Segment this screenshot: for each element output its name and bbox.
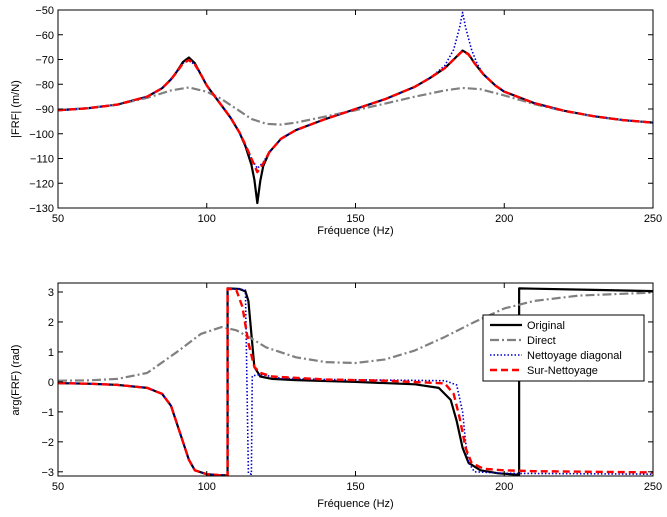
phase-y-tick-label: 2 (48, 317, 54, 329)
magnitude-y-tick-label: −50 (35, 5, 54, 17)
phase-series-direct (58, 291, 653, 382)
phase-x-tick-label: 50 (52, 481, 64, 493)
magnitude-y-tick-label: −120 (29, 178, 54, 190)
phase-plot: 50 100 150 200 250 −3 −2 −1 0 1 2 3 Fréquence (Hz) ar… (10, 282, 662, 510)
magnitude-y-tick-label: −70 (35, 55, 54, 67)
magnitude-y-tick-label: −90 (35, 104, 54, 116)
phase-y-axis-label: arg(FRF) (rad) (10, 345, 22, 416)
phase-x-axis-label: Fréquence (Hz) (317, 498, 393, 510)
legend-label-direct: Direct (527, 335, 556, 347)
legend: Original Direct Nettoyage diagonal Sur-Nett… (482, 314, 645, 382)
magnitude-plot: 50 100 150 200 250 −130 −120 −110 −100 −90 −80 −70 −… (10, 5, 662, 237)
magnitude-y-tick-label: −60 (35, 30, 54, 42)
phase-y-tick-label: 0 (48, 377, 54, 389)
phase-x-tick-label: 100 (198, 481, 216, 493)
phase-y-tick-label: −3 (41, 467, 54, 479)
magnitude-y-tick-label: −80 (35, 79, 54, 91)
magnitude-y-tick-label: −110 (30, 154, 54, 166)
magnitude-x-tick-label: 200 (495, 213, 513, 225)
magnitude-series-direct (58, 86, 653, 126)
magnitude-x-axis-label: Fréquence (Hz) (317, 225, 393, 237)
legend-label-sur-nettoyage: Sur-Nettoyage (527, 365, 598, 377)
magnitude-y-tick-label: −130 (29, 203, 54, 215)
phase-y-tick-label: 1 (48, 347, 54, 359)
phase-series-sur-nettoyage (58, 287, 653, 476)
magnitude-y-axis-label: |FRF| (m/N) (10, 80, 22, 138)
magnitude-x-tick-label: 150 (346, 213, 364, 225)
magnitude-series-sur-nettoyage (58, 49, 653, 174)
magnitude-series-original (58, 49, 653, 205)
magnitude-x-tick-label: 250 (644, 213, 662, 225)
magnitude-series-nettoyage-diagonal (58, 11, 653, 170)
phase-y-tick-label: −1 (41, 407, 54, 419)
magnitude-x-tick-label: 100 (198, 213, 216, 225)
phase-x-tick-label: 150 (346, 481, 364, 493)
magnitude-x-tick-label: 50 (52, 213, 64, 225)
legend-label-nettoyage-diagonal: Nettoyage diagonal (527, 350, 622, 362)
magnitude-series-group (58, 11, 653, 205)
legend-label-original: Original (527, 320, 565, 332)
phase-series-group (58, 287, 653, 476)
phase-x-tick-label: 200 (495, 481, 513, 493)
phase-x-tick-label: 250 (644, 481, 662, 493)
phase-y-tick-label: −2 (41, 437, 54, 449)
phase-y-tick-label: 3 (48, 287, 54, 299)
magnitude-y-tick-label: −100 (29, 129, 54, 141)
phase-series-nettoyage-diagonal (58, 287, 653, 476)
